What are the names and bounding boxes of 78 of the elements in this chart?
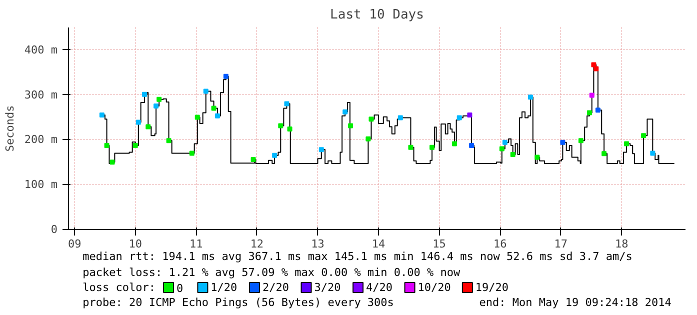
point	[595, 108, 600, 113]
point	[211, 106, 216, 111]
y-tick-label: 400 m	[24, 43, 58, 56]
point	[166, 138, 172, 144]
point	[146, 124, 151, 130]
point	[591, 62, 596, 68]
point	[594, 66, 599, 72]
text: packet loss: 1.21 % avg 57.09 % max 0.00 % min 0.00 % now	[82, 266, 461, 279]
point	[430, 144, 435, 150]
y-axis-title: Seconds	[3, 105, 16, 152]
point	[456, 115, 462, 120]
text: probe: 20 ICMP Echo Pings (56 Bytes) every 300s	[82, 296, 394, 309]
legend-label: 19/20	[475, 281, 509, 294]
point	[366, 136, 371, 142]
point	[650, 150, 656, 156]
point	[132, 143, 138, 148]
point	[278, 123, 284, 128]
point	[469, 143, 474, 148]
point	[602, 151, 607, 156]
x-tick-label: 09	[68, 238, 82, 250]
point	[194, 114, 200, 120]
point	[467, 112, 472, 118]
x-tick-label: 17	[554, 238, 568, 250]
legend-label: 1/20	[210, 281, 238, 294]
point	[318, 147, 324, 152]
point	[223, 74, 228, 79]
legend-label: 3/20	[314, 281, 341, 294]
point	[398, 115, 403, 120]
y-tick-label: 300 m	[24, 88, 58, 102]
x-tick-label: 14	[372, 238, 386, 250]
point	[156, 96, 162, 102]
point	[368, 116, 374, 122]
point	[154, 104, 159, 109]
point	[99, 112, 104, 118]
point	[560, 140, 566, 145]
x-tick-label: 11	[190, 238, 203, 250]
point	[348, 123, 354, 128]
point	[408, 144, 414, 150]
point	[510, 152, 516, 158]
y-tick-label: 100 m	[24, 178, 58, 192]
point	[624, 141, 630, 146]
point	[452, 141, 458, 146]
x-tick-label: 10	[128, 238, 142, 250]
legend-title: loss color:	[82, 281, 156, 294]
point	[136, 120, 141, 125]
point	[142, 92, 147, 97]
text: end: Mon May 19 09:24:18 2014	[479, 296, 672, 309]
point	[589, 92, 594, 98]
point	[189, 150, 194, 156]
point	[272, 152, 278, 158]
point	[342, 109, 348, 114]
legend-label: 4/20	[366, 281, 392, 294]
x-tick-label: 12	[250, 238, 264, 250]
x-tick-label: 13	[311, 238, 324, 250]
chart-title: Last 10 Days	[330, 8, 424, 22]
point	[214, 113, 220, 118]
point	[528, 94, 533, 100]
x-tick-label: 15	[432, 238, 446, 250]
point	[284, 101, 290, 106]
legend-label: 0	[176, 282, 184, 295]
legend-label: 10/20	[418, 281, 451, 294]
point	[104, 143, 110, 148]
point	[287, 126, 292, 132]
point	[250, 156, 256, 162]
text: median rtt: 194.1 ms avg 367.1 ms max 145.1 ms min 146.4 ms now 52.6 ms sd 3.7 am/s	[82, 250, 632, 263]
legend-label: 2/20	[262, 281, 289, 294]
point	[586, 110, 592, 116]
point	[534, 154, 540, 160]
x-tick-label: 16	[493, 238, 507, 250]
point	[203, 88, 208, 94]
point	[502, 140, 508, 145]
point	[499, 146, 504, 152]
x-tick-label: 18	[615, 238, 628, 250]
y-tick-label: 0	[50, 223, 58, 236]
point	[578, 138, 584, 144]
y-tick-label: 200 m	[24, 133, 58, 146]
point	[641, 133, 646, 138]
point	[110, 160, 115, 165]
